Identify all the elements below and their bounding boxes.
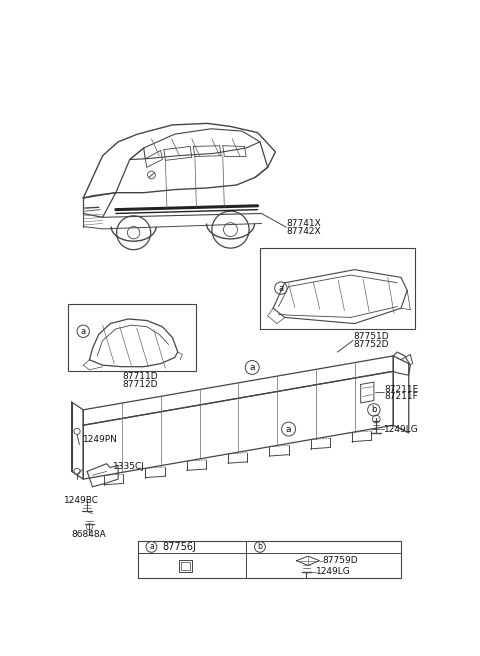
Text: 87756J: 87756J xyxy=(162,542,196,552)
Bar xyxy=(137,541,401,578)
Text: 87751D: 87751D xyxy=(353,332,389,341)
Text: 87712D: 87712D xyxy=(122,380,157,389)
Text: 1249PN: 1249PN xyxy=(83,434,118,443)
Text: a: a xyxy=(278,283,283,293)
Text: a: a xyxy=(81,327,86,336)
Text: 87752D: 87752D xyxy=(353,340,388,349)
Text: 87742X: 87742X xyxy=(286,227,321,236)
Text: a: a xyxy=(250,363,255,372)
Text: 1335CJ: 1335CJ xyxy=(113,462,144,470)
Text: a: a xyxy=(286,424,291,434)
Text: 87711D: 87711D xyxy=(122,372,157,381)
Bar xyxy=(260,248,415,329)
Text: 87211E: 87211E xyxy=(384,384,418,394)
Text: 87759D: 87759D xyxy=(322,556,358,565)
Text: 1249LG: 1249LG xyxy=(384,424,419,434)
Text: 87741X: 87741X xyxy=(286,219,321,228)
Text: 86848A: 86848A xyxy=(72,530,107,539)
Text: 1249BC: 1249BC xyxy=(64,496,99,505)
Text: b: b xyxy=(257,543,263,552)
Text: 87211F: 87211F xyxy=(384,392,418,401)
Text: b: b xyxy=(371,405,377,415)
Text: 1249LG: 1249LG xyxy=(316,567,350,576)
Bar xyxy=(68,304,196,371)
Text: a: a xyxy=(149,543,154,552)
